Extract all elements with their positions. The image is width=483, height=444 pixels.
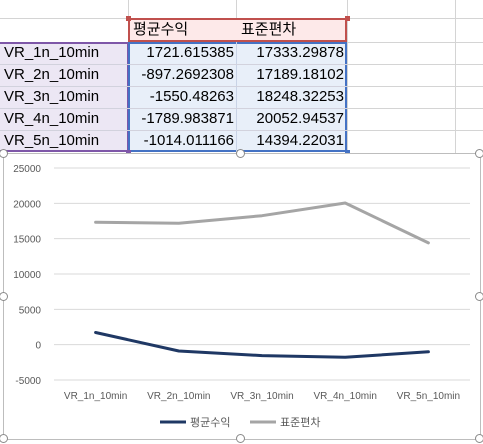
y-tick-label: 20000 <box>13 199 41 210</box>
series-line-1 <box>94 331 430 359</box>
range-handle[interactable] <box>345 16 350 21</box>
mean-cell[interactable]: 1721.615385 <box>146 44 234 61</box>
std-cell[interactable]: 14394.22031 <box>256 132 344 149</box>
row-label[interactable]: VR_3n_10min <box>4 88 100 105</box>
mean-cell[interactable]: -897.2692308 <box>141 66 234 83</box>
legend-label: 평균수익 <box>190 416 230 429</box>
grid-col-line <box>347 0 348 153</box>
mean-cell[interactable]: -1789.983871 <box>141 110 234 127</box>
resize-handle[interactable] <box>0 149 8 158</box>
y-tick-label: 5000 <box>19 305 42 316</box>
row-label[interactable]: VR_4n_10min <box>4 110 100 127</box>
series-line-2 <box>94 201 430 245</box>
line-chart[interactable]: 25000 20000 15000 10000 5000 0 -5000 VR_1n_10mi… <box>3 153 481 440</box>
x-tick-label: VR_5n_10min <box>397 391 460 402</box>
grid-col-line <box>455 0 456 153</box>
header-mean[interactable]: 평균수익 <box>133 21 189 38</box>
y-tick-label: 25000 <box>13 164 41 175</box>
values-range <box>128 42 347 152</box>
std-cell[interactable]: 18248.32253 <box>256 88 344 105</box>
y-tick-label: -5000 <box>15 376 41 387</box>
mean-cell[interactable]: -1014.011166 <box>143 132 234 149</box>
grid-row-line <box>0 64 347 65</box>
header-std[interactable]: 표준편차 <box>241 21 297 38</box>
resize-handle[interactable] <box>475 292 483 301</box>
grid-col-line <box>236 42 237 152</box>
std-cell[interactable]: 17333.29878 <box>256 44 344 61</box>
mean-cell[interactable]: -1550.48263 <box>149 88 234 105</box>
range-handle[interactable] <box>126 150 131 155</box>
y-tick-label: 10000 <box>13 270 41 281</box>
grid-row-line <box>0 108 347 109</box>
chart-plot: 25000 20000 15000 10000 5000 0 -5000 VR_1n_10mi… <box>13 164 470 429</box>
x-tick-label: VR_3n_10min <box>230 391 293 402</box>
x-tick-label: VR_4n_10min <box>314 391 377 402</box>
std-cell[interactable]: 20052.94537 <box>256 110 344 127</box>
resize-handle[interactable] <box>236 149 245 158</box>
row-label[interactable]: VR_1n_10min <box>4 44 100 61</box>
range-handle[interactable] <box>345 150 350 155</box>
resize-handle[interactable] <box>475 149 483 158</box>
legend-label: 표준편차 <box>280 416 320 429</box>
resize-handle[interactable] <box>0 292 8 301</box>
y-tick-label: 0 <box>35 341 41 352</box>
x-tick-label: VR_2n_10min <box>147 391 210 402</box>
x-tick-label: VR_1n_10min <box>64 391 127 402</box>
std-cell[interactable]: 17189.18102 <box>256 66 344 83</box>
grid-row-line <box>0 130 347 131</box>
row-label[interactable]: VR_5n_10min <box>4 132 100 149</box>
y-tick-label: 15000 <box>13 235 41 246</box>
series-name-range <box>128 18 347 42</box>
row-label[interactable]: VR_2n_10min <box>4 66 100 83</box>
grid-row-line <box>0 86 347 87</box>
range-handle[interactable] <box>126 16 131 21</box>
